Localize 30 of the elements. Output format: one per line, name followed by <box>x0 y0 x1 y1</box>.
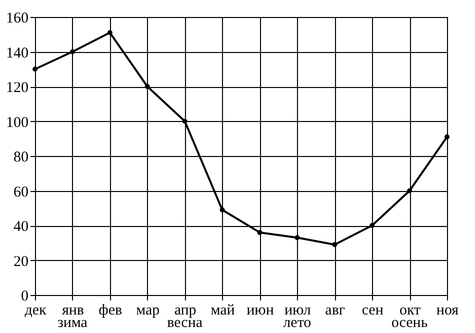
y-tick-label: 40 <box>14 219 28 235</box>
x-tick-label: ноя <box>436 302 459 318</box>
y-tick-label: 100 <box>6 114 28 131</box>
point <box>370 223 375 228</box>
point <box>70 49 75 54</box>
point <box>144 84 150 89</box>
point <box>220 207 225 212</box>
point <box>332 242 338 248</box>
point <box>182 118 188 124</box>
point <box>444 134 450 140</box>
point <box>257 230 262 235</box>
y-tick-label: 80 <box>14 150 28 166</box>
y-tick-label: 0 <box>21 288 28 304</box>
point <box>407 188 412 194</box>
x-tick-label: май <box>210 302 235 318</box>
point <box>32 66 38 72</box>
y-tick-label: 60 <box>14 184 28 200</box>
x-tick-label: сен <box>362 302 384 318</box>
y-tick-label: 160 <box>6 10 28 26</box>
x-tick-label: мар <box>136 302 160 318</box>
point <box>294 235 300 240</box>
y-tick-label: 120 <box>6 80 28 96</box>
point <box>107 30 112 36</box>
x-tick-label: дек <box>24 302 47 318</box>
x-tick-label: апр <box>174 302 196 318</box>
x-tick-label: июн <box>246 302 274 318</box>
y-tick-label: 20 <box>14 254 28 270</box>
y-tick-label: 140 <box>6 45 28 62</box>
x-tick-label: авг <box>325 302 346 318</box>
x-tick-label: фев <box>98 302 122 318</box>
